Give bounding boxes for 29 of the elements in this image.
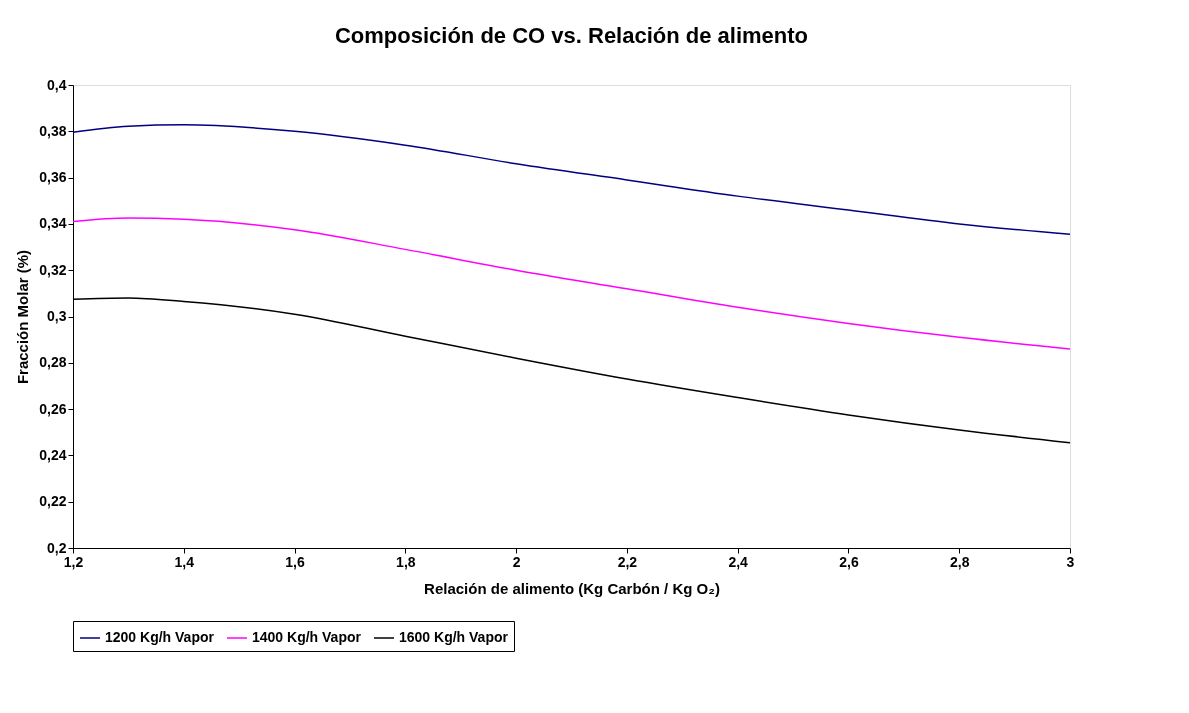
x-tick-label: 1,4 xyxy=(174,553,195,570)
y-tick-label: 0,26 xyxy=(39,400,67,417)
x-axis-title: Relación de alimento (Kg Carbón / Kg O₂) xyxy=(424,579,720,597)
y-tick-label: 0,28 xyxy=(39,354,67,371)
y-tick-label: 0,32 xyxy=(39,261,67,278)
x-tick-label: 2,6 xyxy=(839,553,859,570)
chart-title: Composición de CO vs. Relación de alimento xyxy=(334,23,809,48)
legend-label: 1600 Kg/h Vapor xyxy=(399,629,509,645)
legend-label: 1200 Kg/h Vapor xyxy=(105,629,215,645)
x-tick-label: 2,4 xyxy=(728,553,749,570)
x-tick-label: 1,8 xyxy=(396,553,416,570)
x-tick-label: 2,8 xyxy=(949,553,970,570)
x-tick-label: 3 xyxy=(1066,553,1075,570)
y-tick-label: 0,36 xyxy=(39,169,67,186)
y-axis-title: Fracción Molar (%) xyxy=(14,249,32,385)
x-tick-label: 2,2 xyxy=(617,553,638,570)
line-series xyxy=(72,124,1071,236)
y-tick-label: 0,38 xyxy=(39,122,67,139)
x-tick-label: 2 xyxy=(512,553,521,570)
y-tick-label: 0,4 xyxy=(47,76,67,93)
x-tick-label: 1,6 xyxy=(285,553,305,570)
line-series xyxy=(72,217,1071,350)
y-tick-label: 0,22 xyxy=(39,493,67,510)
y-tick-label: 0,34 xyxy=(39,215,67,232)
y-tick-label: 0,24 xyxy=(39,446,67,463)
legend-label: 1400 Kg/h Vapor xyxy=(252,629,362,645)
y-tick-label: 0,3 xyxy=(47,308,67,324)
x-tick-label: 1,2 xyxy=(63,553,84,570)
y-tick-label: 0,2 xyxy=(47,539,67,556)
